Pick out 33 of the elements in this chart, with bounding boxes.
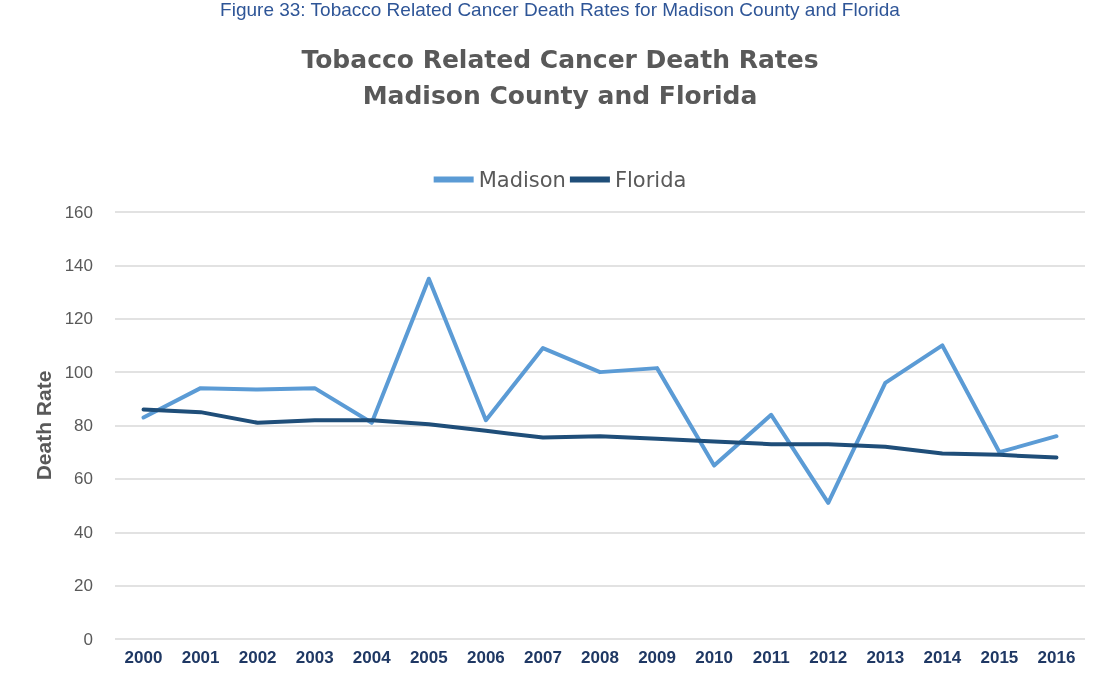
x-tick-label: 2003	[295, 648, 334, 667]
y-tick-label: 100	[64, 362, 93, 382]
y-tick-label: 160	[64, 202, 93, 222]
y-tick-label: 20	[74, 576, 93, 596]
y-axis-title: Death Rate	[31, 370, 55, 481]
caption: Figure 33: Tobacco Related Cancer Death Rates for Madison County and Florida	[219, 0, 901, 22]
x-tick-label: 2002	[238, 648, 277, 667]
x-tick-label: 2005	[409, 648, 448, 667]
x-tick-label: 2015	[980, 648, 1019, 667]
x-tick-label: 2001	[181, 648, 220, 667]
x-tick-label: 2010	[695, 648, 734, 667]
x-tick-label: 2009	[638, 648, 676, 667]
x-tick-label: 2011	[752, 648, 790, 667]
x-tick-label: 2014	[923, 648, 962, 667]
y-tick-label: 140	[64, 255, 93, 275]
line-series	[141, 407, 1059, 460]
legend-label: Madison	[478, 167, 566, 192]
chart-title: Tobacco Related Cancer Death Rates Madison County and Florida	[301, 44, 819, 110]
x-tick-label: 2007	[524, 648, 562, 667]
line-series	[141, 276, 1059, 505]
legend-label: Florida	[614, 167, 687, 192]
y-tick-label: 120	[64, 309, 93, 329]
x-tick-label: 2006	[466, 648, 505, 667]
y-tick-label: 40	[74, 522, 93, 542]
x-tick-label: 2008	[581, 648, 619, 667]
x-tick-label: 2016	[1037, 648, 1076, 667]
y-tick-label: 0	[83, 629, 93, 649]
x-tick-label: 2004	[352, 648, 392, 667]
y-tick-label: 80	[74, 416, 93, 435]
x-tick-label: 2000	[124, 648, 163, 667]
x-tick-label: 2012	[809, 648, 848, 667]
y-tick-label: 60	[74, 469, 93, 489]
x-tick-label: 2013	[866, 648, 905, 667]
